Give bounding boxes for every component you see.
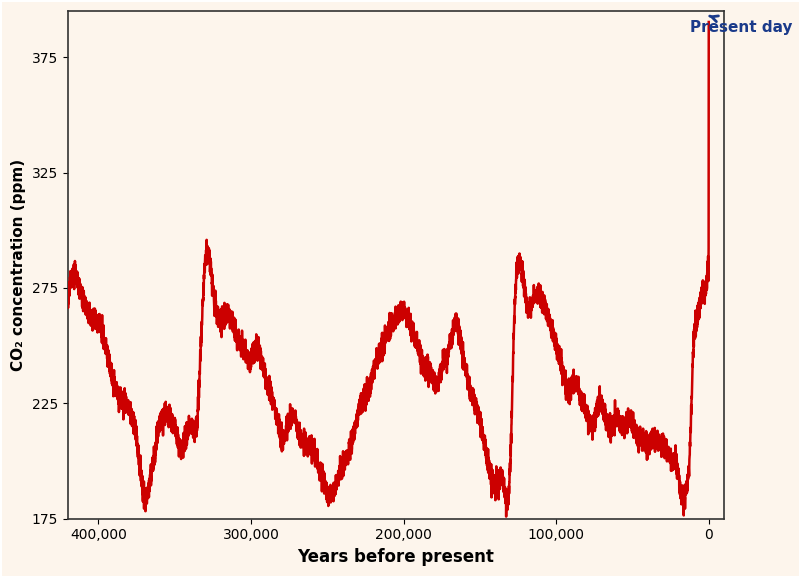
Y-axis label: CO₂ concentration (ppm): CO₂ concentration (ppm) <box>11 159 26 371</box>
X-axis label: Years before present: Years before present <box>298 548 494 566</box>
Text: Present day: Present day <box>690 16 793 35</box>
